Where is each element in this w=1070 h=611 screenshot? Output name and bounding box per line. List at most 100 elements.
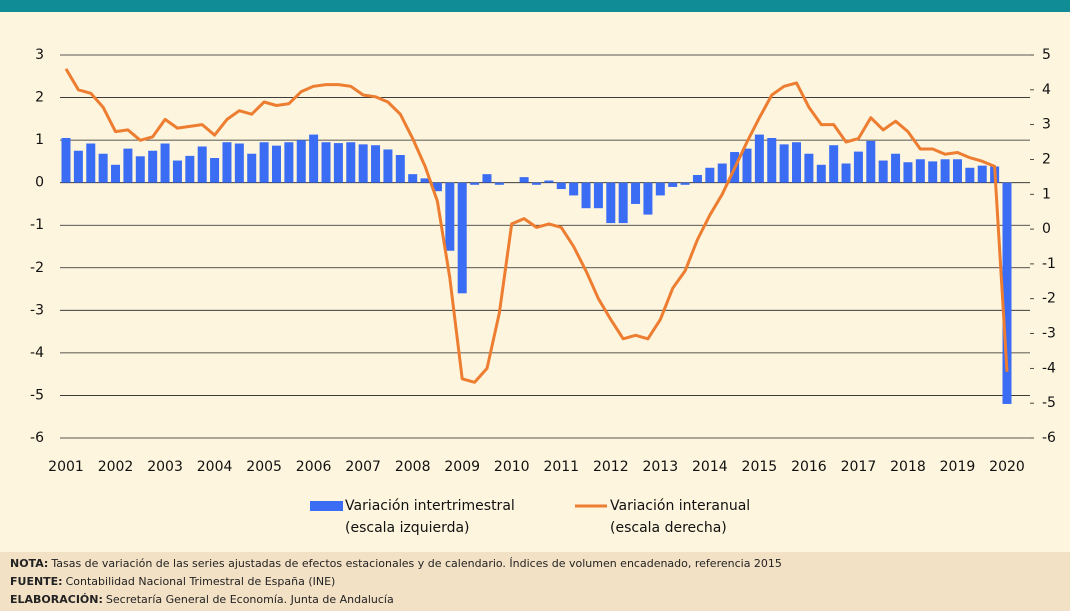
note: ELABORACIÓN: Secretaría General de Econom… bbox=[10, 591, 1070, 609]
bar bbox=[346, 142, 356, 183]
bar bbox=[655, 182, 665, 196]
x-tick-label: 2005 bbox=[246, 459, 282, 475]
bar bbox=[73, 150, 83, 183]
y2-tick-label: 2 bbox=[1042, 151, 1051, 167]
bar bbox=[408, 174, 418, 183]
x-tick-label: 2016 bbox=[791, 459, 827, 475]
bar bbox=[395, 155, 405, 183]
bar bbox=[470, 182, 480, 185]
bar bbox=[853, 151, 863, 183]
x-tick-label: 2017 bbox=[841, 459, 877, 475]
x-tick-label: 2010 bbox=[494, 459, 530, 475]
bar bbox=[111, 164, 121, 183]
footer: NOTA: Tasas de variación de las series aj… bbox=[0, 552, 1070, 611]
y2-tick-label: 5 bbox=[1042, 47, 1051, 63]
bar bbox=[643, 182, 653, 215]
x-tick-label: 2013 bbox=[642, 459, 678, 475]
x-tick-label: 2001 bbox=[48, 459, 84, 475]
bar bbox=[61, 137, 71, 183]
y-tick-label: 0 bbox=[35, 175, 44, 191]
bar bbox=[804, 153, 814, 183]
y2-tick-label: -2 bbox=[1042, 291, 1056, 307]
bar bbox=[581, 182, 591, 209]
bar bbox=[705, 167, 715, 183]
bar bbox=[841, 163, 851, 183]
bar bbox=[482, 174, 492, 183]
bar bbox=[321, 142, 331, 183]
y2-tick-label: 3 bbox=[1042, 117, 1051, 133]
bar bbox=[86, 143, 96, 183]
note-text: Contabilidad Nacional Trimestral de Espa… bbox=[65, 575, 336, 588]
bar bbox=[829, 145, 839, 183]
x-tick-label: 2019 bbox=[940, 459, 976, 475]
legend-note: (escala derecha) bbox=[610, 520, 727, 536]
y2-tick-label: 0 bbox=[1042, 221, 1051, 237]
bar bbox=[606, 182, 616, 224]
x-tick-label: 2007 bbox=[345, 459, 381, 475]
bar bbox=[123, 148, 133, 183]
bar bbox=[977, 165, 987, 183]
bar bbox=[779, 144, 789, 183]
bar bbox=[135, 156, 145, 183]
bar bbox=[878, 160, 888, 183]
bar bbox=[593, 182, 603, 209]
y2-tick-label: 4 bbox=[1042, 82, 1051, 98]
chart: -6 -5 -4 -3 -2 -1 0 1 2 3 -6 -5 -4 -3 -2 -1 0 1 2 3 4 5 2001 20… bbox=[30, 47, 1056, 536]
y2-tick-label: -1 bbox=[1042, 256, 1056, 272]
x-tick-label: 2009 bbox=[444, 459, 480, 475]
bar bbox=[717, 163, 727, 183]
bar bbox=[358, 144, 368, 183]
y-tick-label: -5 bbox=[30, 387, 44, 403]
x-tick-label: 2014 bbox=[692, 459, 728, 475]
y2-tick-label: -3 bbox=[1042, 326, 1056, 342]
y2-tick-label: -4 bbox=[1042, 360, 1056, 376]
y2-tick-label: -5 bbox=[1042, 395, 1056, 411]
bar bbox=[185, 155, 195, 183]
bar bbox=[420, 178, 430, 183]
header-bar bbox=[0, 0, 1070, 12]
bar bbox=[271, 145, 281, 183]
bar bbox=[556, 182, 566, 190]
x-tick-label: 2004 bbox=[197, 459, 233, 475]
bar bbox=[767, 137, 777, 183]
note: FUENTE: Contabilidad Nacional Trimestral … bbox=[10, 573, 1070, 591]
bar bbox=[234, 143, 244, 183]
bar bbox=[668, 182, 678, 187]
x-tick-label: 2006 bbox=[296, 459, 332, 475]
legend-swatch bbox=[310, 501, 343, 511]
bar bbox=[284, 142, 294, 183]
bar bbox=[371, 145, 381, 183]
note-label: ELABORACIÓN: bbox=[10, 593, 103, 606]
bar bbox=[247, 153, 257, 183]
line bbox=[64, 68, 1009, 384]
bar bbox=[631, 182, 641, 204]
bar bbox=[197, 146, 207, 183]
note: NOTA: Tasas de variación de las series aj… bbox=[10, 555, 1070, 573]
y-tick-label: 2 bbox=[35, 90, 44, 106]
y-tick-label: -6 bbox=[30, 430, 44, 446]
bar bbox=[680, 182, 690, 185]
y-tick-label: -1 bbox=[30, 217, 44, 233]
bar bbox=[172, 160, 182, 183]
bar bbox=[569, 182, 579, 196]
bar bbox=[866, 140, 876, 183]
bar bbox=[618, 182, 628, 224]
y2-tick-label: 1 bbox=[1042, 186, 1051, 202]
bar bbox=[309, 134, 319, 183]
bar bbox=[457, 182, 467, 294]
note-label: FUENTE: bbox=[10, 575, 63, 588]
x-tick-label: 2011 bbox=[543, 459, 579, 475]
y-tick-label: 3 bbox=[35, 47, 44, 63]
bar bbox=[816, 164, 826, 183]
bar bbox=[519, 177, 529, 183]
bar bbox=[296, 140, 306, 183]
bar bbox=[792, 142, 802, 183]
note-text: Tasas de variación de las series ajustad… bbox=[51, 557, 782, 570]
bar bbox=[98, 153, 108, 183]
bar bbox=[891, 153, 901, 183]
x-tick-label: 2003 bbox=[147, 459, 183, 475]
bar bbox=[1002, 182, 1012, 404]
bar bbox=[160, 143, 170, 183]
bar bbox=[333, 143, 343, 183]
